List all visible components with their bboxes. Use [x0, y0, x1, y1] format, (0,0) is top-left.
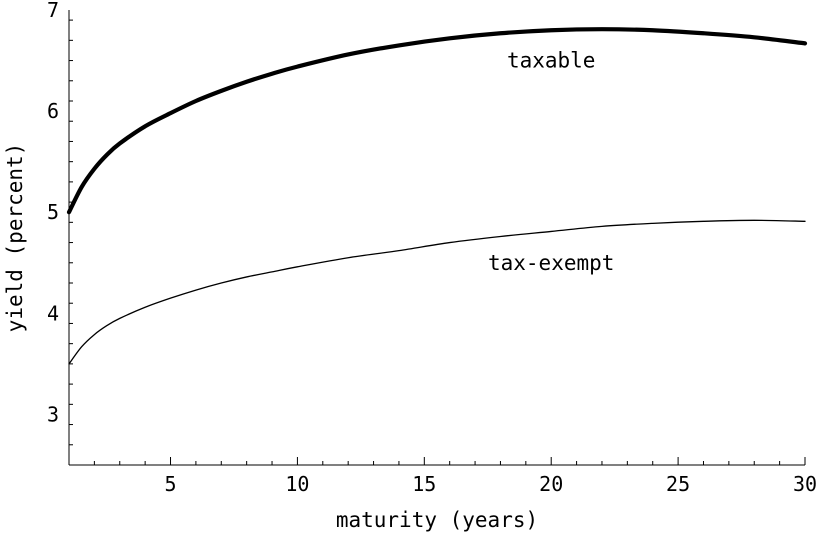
- x-tick-label: 15: [412, 472, 436, 496]
- y-tick-label: 3: [47, 402, 59, 426]
- y-axis-label: yield (percent): [3, 143, 27, 333]
- x-tick-label: 25: [666, 472, 690, 496]
- y-tick-label: 4: [47, 301, 59, 325]
- y-tick-label: 7: [47, 0, 59, 22]
- annotation-tax-exempt: tax-exempt: [488, 251, 614, 275]
- x-tick-label: 5: [164, 472, 176, 496]
- x-tick-label: 20: [539, 472, 563, 496]
- x-tick-label: 10: [285, 472, 309, 496]
- x-ticks: 5 10 15 20 25 30: [68, 457, 817, 496]
- series-line-tax-exempt: [68, 219, 806, 365]
- annotations: taxable tax-exempt: [488, 49, 614, 275]
- y-tick-label: 5: [47, 200, 59, 224]
- annotation-taxable: taxable: [507, 49, 596, 73]
- y-tick-label: 6: [47, 99, 59, 123]
- series-line-taxable: [66, 27, 808, 215]
- y-ticks: 3 4 5 6 7: [47, 0, 73, 466]
- x-tick-label: 30: [793, 472, 817, 496]
- x-axis-label: maturity (years): [336, 508, 538, 532]
- series-layer: [66, 27, 808, 365]
